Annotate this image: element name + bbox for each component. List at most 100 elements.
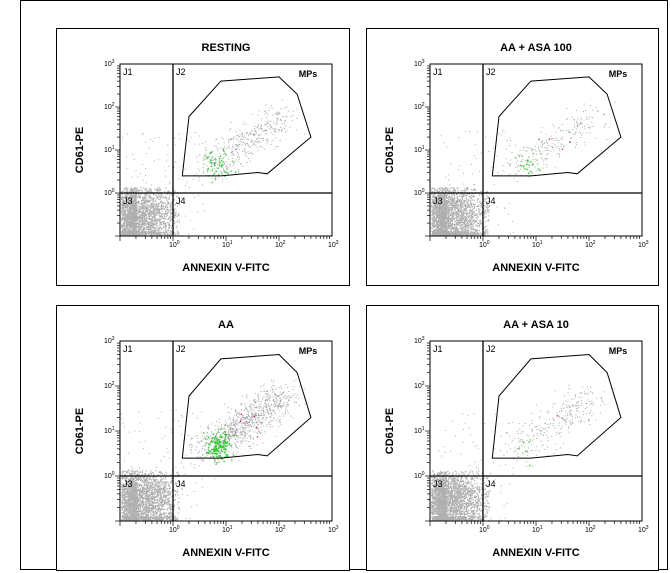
event-dot xyxy=(146,234,148,236)
event-dot xyxy=(147,228,149,230)
event-dot xyxy=(157,228,159,230)
event-dot xyxy=(224,171,226,173)
event-dot xyxy=(250,139,252,141)
event-dot xyxy=(457,234,459,236)
event-dot xyxy=(196,173,198,175)
event-dot xyxy=(154,227,156,229)
event-dot xyxy=(155,206,157,208)
event-dot xyxy=(453,191,456,193)
event-dot xyxy=(219,160,221,162)
event-dot xyxy=(433,208,435,210)
event-dot xyxy=(153,212,155,214)
event-dot xyxy=(150,228,152,230)
event-dot xyxy=(230,138,232,140)
event-dot xyxy=(161,201,163,203)
event-dot xyxy=(132,202,134,204)
event-dot xyxy=(167,203,170,205)
event-dot xyxy=(194,143,196,145)
event-dot xyxy=(280,118,282,120)
event-dot xyxy=(139,221,141,223)
event-dot xyxy=(443,188,445,190)
event-dot xyxy=(460,215,462,218)
event-dot xyxy=(157,197,159,199)
event-dot xyxy=(242,138,244,140)
event-dot xyxy=(236,149,237,151)
event-dot xyxy=(475,213,477,215)
event-dot xyxy=(439,211,441,214)
event-dot xyxy=(285,116,287,118)
event-dot xyxy=(164,197,166,199)
event-dot xyxy=(223,142,225,144)
event-dot xyxy=(436,199,438,201)
event-dot xyxy=(161,213,163,215)
event-dot xyxy=(155,224,157,226)
event-dot xyxy=(174,194,175,196)
event-dot xyxy=(436,229,438,231)
event-dot xyxy=(241,163,242,165)
event-dot xyxy=(126,203,128,205)
event-dot xyxy=(159,226,161,228)
event-dot xyxy=(461,202,464,204)
event-dot xyxy=(257,141,259,143)
event-dot xyxy=(444,187,446,190)
event-dot xyxy=(146,210,148,212)
event-dot xyxy=(433,207,436,209)
event-dot xyxy=(153,233,155,235)
event-dot xyxy=(149,139,151,141)
event-dot xyxy=(165,213,167,216)
event-dot xyxy=(152,210,154,212)
event-dot xyxy=(448,193,450,196)
event-dot xyxy=(275,137,277,139)
event-dot xyxy=(434,200,436,202)
event-dot xyxy=(123,209,125,211)
event-dot xyxy=(291,120,293,122)
event-dot xyxy=(437,217,439,219)
event-dot xyxy=(449,223,451,225)
event-dot xyxy=(238,149,240,151)
event-dot xyxy=(137,229,139,232)
event-dot xyxy=(138,189,140,192)
event-dot xyxy=(452,218,455,220)
event-dot xyxy=(436,190,438,192)
event-dot xyxy=(465,229,468,231)
chart-title: RESTING xyxy=(202,42,251,54)
event-dot xyxy=(162,217,164,219)
event-dot xyxy=(469,232,471,234)
event-dot xyxy=(155,234,157,236)
event-dot xyxy=(461,216,463,218)
y-tick-label: 103 xyxy=(104,59,115,68)
event-dot xyxy=(143,229,145,231)
event-dot xyxy=(454,220,456,222)
event-dot xyxy=(124,214,127,216)
event-dot xyxy=(160,204,163,206)
event-dot xyxy=(154,206,156,208)
event-dot xyxy=(139,220,141,222)
quadrant-label: J2 xyxy=(176,67,186,77)
event-dot xyxy=(465,228,467,230)
event-dot xyxy=(471,228,473,230)
event-dot xyxy=(483,234,485,236)
event-dot xyxy=(440,206,442,208)
event-dot xyxy=(121,196,123,198)
event-dot xyxy=(150,196,152,198)
event-dot xyxy=(123,218,125,221)
event-dot xyxy=(166,214,168,216)
event-dot xyxy=(441,216,444,218)
event-dot xyxy=(124,194,126,196)
event-dot xyxy=(277,111,279,113)
event-dot xyxy=(472,225,474,228)
event-dot xyxy=(447,219,449,221)
event-dot xyxy=(129,205,131,207)
event-dot xyxy=(155,214,157,216)
event-dot xyxy=(442,200,444,203)
event-dot xyxy=(454,190,456,192)
event-dot xyxy=(460,208,462,210)
event-dot xyxy=(231,154,233,156)
event-dot xyxy=(265,117,267,119)
event-dot xyxy=(460,218,462,220)
mps-gate xyxy=(181,76,312,177)
event-dot xyxy=(481,226,483,228)
event-dot xyxy=(152,232,154,234)
event-dot xyxy=(162,196,164,198)
event-dot xyxy=(121,210,123,212)
